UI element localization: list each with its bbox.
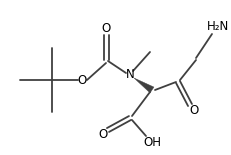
Text: OH: OH [143, 137, 161, 150]
Text: O: O [189, 104, 199, 117]
Text: O: O [77, 73, 87, 86]
Text: H₂N: H₂N [207, 20, 229, 33]
Text: N: N [126, 69, 134, 82]
Text: O: O [101, 22, 111, 35]
Polygon shape [134, 78, 154, 93]
Text: O: O [98, 128, 108, 142]
